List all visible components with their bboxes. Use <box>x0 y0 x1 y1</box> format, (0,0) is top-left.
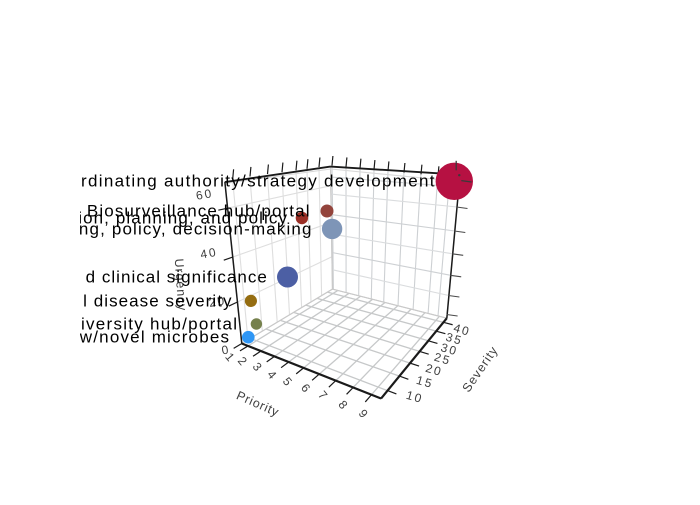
svg-text:l disease severity: l disease severity <box>83 291 232 310</box>
svg-text:ng, policy, decision-making: ng, policy, decision-making <box>79 219 312 238</box>
svg-text:d clinical significance: d clinical significance <box>86 268 267 287</box>
svg-text:w/novel microbes: w/novel microbes <box>79 328 229 347</box>
svg-text:rdinating authority/strategy d: rdinating authority/strategy development <box>81 171 435 190</box>
